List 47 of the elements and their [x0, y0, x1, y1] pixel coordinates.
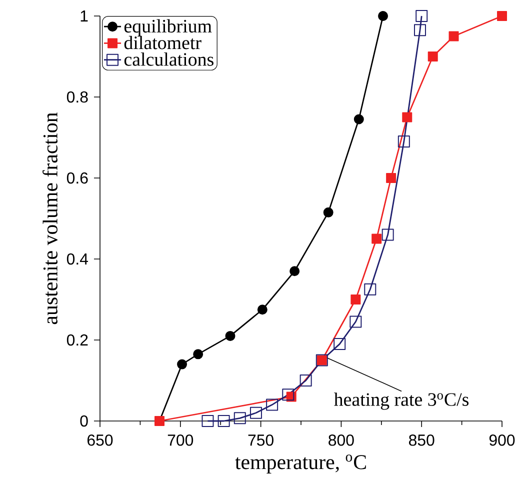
- y-tick-label: 0.2: [66, 334, 88, 346]
- point: [290, 266, 300, 276]
- y-tick-label: 0.8: [66, 91, 88, 103]
- point: [378, 10, 388, 21]
- point: [218, 415, 230, 427]
- point: [372, 234, 382, 244]
- y-tick-label: 0.4: [66, 253, 88, 265]
- point: [266, 398, 278, 411]
- point: [354, 114, 364, 124]
- point: [402, 112, 412, 122]
- point: [177, 359, 188, 370]
- point: [416, 10, 428, 22]
- legend-label: calculations: [124, 52, 214, 66]
- x-tick-label: 850: [408, 434, 434, 446]
- y-tick-label: 1: [80, 10, 88, 22]
- x-tick-label: 750: [248, 434, 274, 446]
- point: [382, 228, 394, 241]
- point: [428, 51, 438, 62]
- point: [334, 338, 346, 350]
- x-tick-label: 900: [489, 434, 515, 446]
- point: [193, 349, 204, 360]
- x-tick-label: 650: [88, 434, 113, 446]
- legend-label: dilatometr: [124, 36, 202, 50]
- legend-label: equilibrium: [124, 19, 212, 36]
- point: [497, 10, 508, 21]
- point: [364, 283, 376, 296]
- point: [234, 412, 246, 424]
- x-tick-label: 800: [328, 434, 354, 446]
- point: [414, 24, 426, 36]
- y-tick-label: 0.6: [66, 172, 88, 184]
- point: [257, 304, 268, 315]
- y-axis-title: austenite volume fraction: [42, 112, 58, 324]
- point: [323, 207, 334, 218]
- point: [250, 406, 262, 419]
- point: [448, 31, 459, 42]
- annotation: heating rate 3$^{o}$C/s: [334, 392, 469, 410]
- point: [350, 294, 361, 304]
- x-axis-title: temperature, $^{o}$C: [235, 454, 366, 474]
- point: [386, 172, 396, 183]
- point: [300, 374, 312, 386]
- y-tick-label: 0: [80, 415, 88, 427]
- point: [202, 415, 214, 427]
- point: [398, 136, 410, 148]
- point: [225, 330, 236, 341]
- x-tick-label: 700: [168, 434, 194, 446]
- point: [282, 388, 294, 401]
- point: [350, 316, 362, 328]
